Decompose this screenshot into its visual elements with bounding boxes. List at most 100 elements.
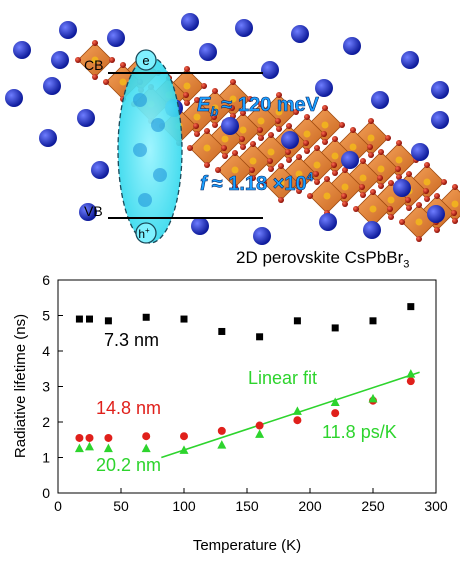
pb-atom <box>257 117 265 125</box>
cs-atom <box>363 221 381 239</box>
point-14-8nm <box>180 432 188 441</box>
data-marks <box>74 303 420 459</box>
br-atom <box>230 79 236 85</box>
br-atom <box>247 96 253 102</box>
x-tick-label: 150 <box>235 498 259 514</box>
x-tick-label: 300 <box>424 498 448 514</box>
br-atom <box>232 150 238 156</box>
br-atom <box>194 131 200 137</box>
cs-atom <box>221 117 239 135</box>
x-tick-label: 200 <box>298 498 322 514</box>
br-atom <box>339 122 345 128</box>
br-atom <box>109 57 115 63</box>
br-atom <box>286 157 292 163</box>
cs-atom <box>13 41 31 59</box>
title-subscript: 3 <box>403 258 410 271</box>
f-exponent: 4 <box>307 170 314 184</box>
hole-charge: + <box>145 226 150 235</box>
br-atom <box>304 148 310 154</box>
point-14-8nm <box>142 432 151 441</box>
br-atom <box>92 74 98 80</box>
y-tick-label: 0 <box>42 485 50 501</box>
pb-atom <box>295 170 303 178</box>
br-atom <box>350 127 356 133</box>
point-14-8nm <box>217 426 226 435</box>
f-symbol: f <box>200 173 209 195</box>
point-14-8nm <box>406 377 415 386</box>
br-atom <box>211 114 217 120</box>
pb-atom <box>193 113 201 121</box>
br-atom <box>250 141 256 147</box>
chart-title: 2D perovskite CsPbBr3 <box>236 248 409 270</box>
br-atom <box>424 196 430 202</box>
br-atom <box>275 118 281 124</box>
br-atom <box>385 135 391 141</box>
cs-atom <box>253 227 271 245</box>
point-7-3nm <box>142 313 150 321</box>
br-atom <box>296 154 302 160</box>
pb-atom <box>341 183 349 191</box>
pb-atom <box>331 152 339 160</box>
br-atom <box>314 145 320 151</box>
br-atom <box>368 118 374 124</box>
point-7-3nm <box>331 324 339 332</box>
br-atom <box>286 123 292 129</box>
pb-atom <box>231 166 239 174</box>
br-atom <box>250 175 256 181</box>
hole-symbol: h <box>138 227 145 241</box>
br-atom <box>201 83 207 89</box>
br-atom <box>441 179 447 185</box>
electron-symbol: e <box>142 53 149 68</box>
point-20-2nm <box>103 443 113 453</box>
br-atom <box>341 193 347 199</box>
cs-atom <box>319 213 337 231</box>
br-atom <box>258 101 264 107</box>
cs-atom <box>79 203 97 221</box>
br-atom <box>258 135 264 141</box>
y-tick-label: 6 <box>42 272 50 288</box>
br-atom <box>307 193 313 199</box>
br-atom <box>424 162 430 168</box>
cs-atom <box>39 129 57 147</box>
pb-atom <box>249 157 257 165</box>
br-atom <box>322 105 328 111</box>
br-atom <box>204 128 210 134</box>
cs-atom <box>343 37 361 55</box>
br-atom <box>276 126 282 132</box>
br-atom <box>304 114 310 120</box>
exciton-inner-lattice <box>133 93 167 207</box>
br-atom <box>396 174 402 180</box>
br-atom <box>353 206 359 212</box>
cs-atom <box>411 143 429 161</box>
br-atom <box>406 205 412 211</box>
br-atom <box>193 123 199 129</box>
br-atom <box>368 152 374 158</box>
br-atom <box>187 145 193 151</box>
br-atom <box>387 206 393 212</box>
cs-atom <box>341 151 359 169</box>
y-tick-label: 2 <box>42 414 50 430</box>
point-14-8nm <box>255 421 264 430</box>
br-atom <box>293 109 299 115</box>
title-main: 2D perovskite CsPbBr <box>236 248 404 267</box>
pb-atom <box>229 95 237 103</box>
br-atom <box>303 140 309 146</box>
point-20-2nm <box>85 441 94 451</box>
br-atom <box>388 180 394 186</box>
point-7-3nm <box>369 317 377 325</box>
br-atom <box>184 66 190 72</box>
br-atom <box>267 158 273 164</box>
point-14-8nm <box>293 416 302 425</box>
pb-atom <box>395 156 403 164</box>
br-atom <box>215 167 221 173</box>
point-14-8nm <box>85 433 94 442</box>
point-7-3nm <box>104 317 112 325</box>
br-atom <box>314 179 320 185</box>
cs-atom <box>261 61 279 79</box>
br-atom <box>296 188 302 194</box>
axis-ticks: 0 50 100 150 200 250 300 0 1 2 3 4 5 6 <box>42 272 448 514</box>
pb-atom <box>387 196 395 204</box>
br-atom <box>184 100 190 106</box>
br-atom <box>378 149 384 155</box>
cs-atom <box>431 81 449 99</box>
